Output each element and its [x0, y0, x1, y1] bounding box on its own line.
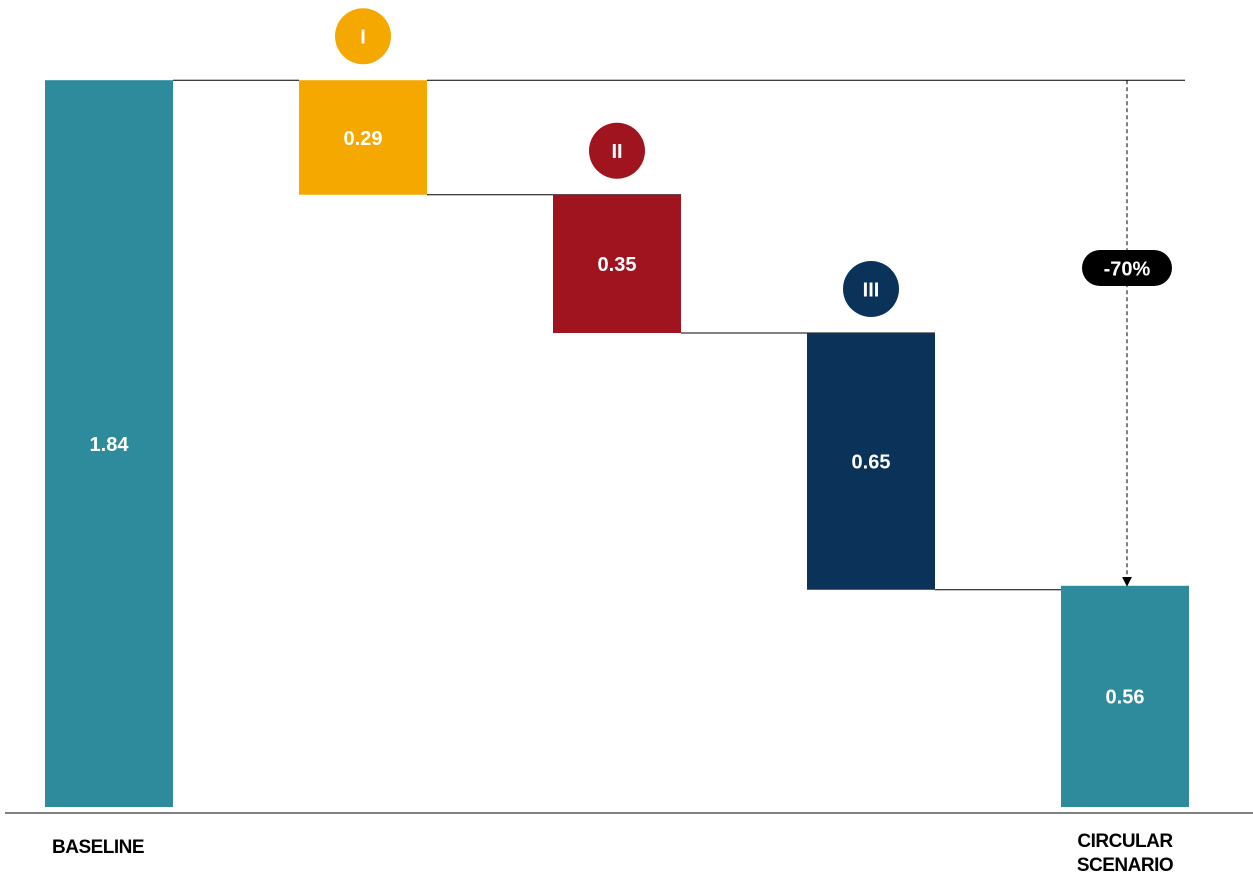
bar [45, 80, 173, 807]
step-label: I [360, 26, 366, 48]
step-label: III [863, 279, 880, 301]
annotation-text: -70% [1104, 258, 1151, 280]
step-badge [589, 122, 645, 179]
category-label: BASELINE [52, 837, 145, 858]
bar [1061, 585, 1189, 807]
value-label: 0.29 [344, 128, 383, 150]
category-label: CIRCULAR SCENARIO [1076, 831, 1174, 876]
bar [553, 194, 681, 333]
annotation-pill [1082, 250, 1172, 286]
step-badge [843, 261, 899, 317]
value-label: 0.35 [598, 254, 637, 276]
value-label: 1.84 [90, 434, 130, 456]
value-label: 0.65 [852, 452, 891, 474]
bar [807, 333, 935, 590]
value-label: 0.56 [1106, 687, 1145, 709]
step-label: II [611, 141, 622, 163]
step-badge [335, 8, 391, 65]
bar [299, 80, 427, 195]
